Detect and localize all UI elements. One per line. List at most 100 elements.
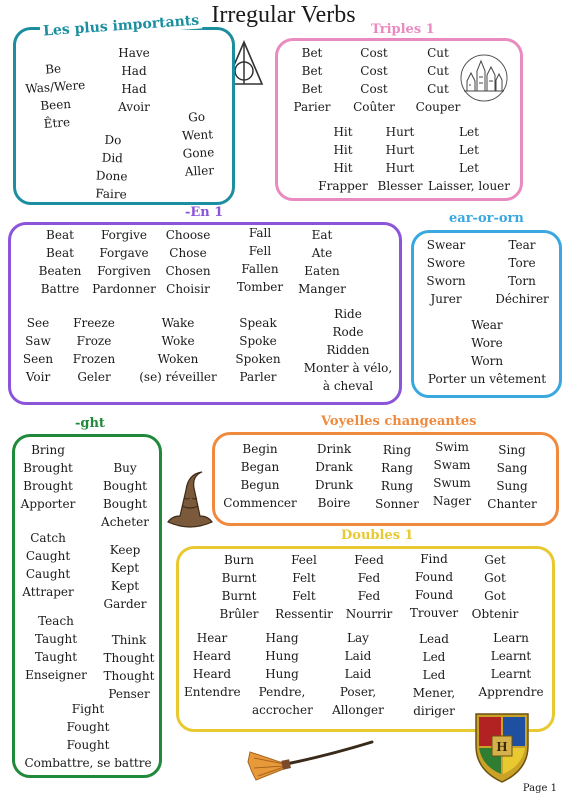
verb-form: Cost: [360, 46, 388, 60]
verb-form: Boire: [317, 496, 351, 510]
verb-form: Ride: [334, 307, 362, 321]
verb-form: Chosen: [165, 264, 211, 278]
verb-group: Find Found Found Trouver: [406, 550, 462, 622]
verb-form: Cost: [360, 64, 388, 78]
verb-form: Hit: [333, 125, 353, 139]
verb-form: Ridden: [326, 343, 370, 357]
verb-form: Rode: [332, 325, 364, 339]
verb-group: Lead Led Led Mener, diriger: [406, 630, 462, 720]
verb-group: Sing Sang Sung Chanter: [484, 441, 540, 513]
verb-form: Chose: [169, 246, 207, 260]
verb-group: Go Went Gone Aller: [170, 107, 226, 182]
verb-group: Speak Spoke Spoken Parler: [230, 314, 286, 386]
verb-form: Swam: [433, 458, 471, 472]
section-doubles: [176, 546, 555, 732]
verb-form: Learnt: [490, 649, 532, 663]
verb-form: Bring: [31, 443, 65, 457]
verb-form: Kept: [110, 579, 140, 593]
verb-form: Froze: [76, 334, 112, 348]
verb-form: Sang: [496, 461, 528, 475]
verb-form: Let: [459, 125, 479, 139]
verb-form: Cut: [427, 82, 449, 96]
verb-form: Teach: [38, 614, 74, 628]
verb-form: Spoke: [239, 334, 277, 348]
deathly-hallows-icon: [224, 39, 264, 85]
verb-form: Beaten: [38, 264, 82, 278]
verb-group: Learn Learnt Learnt Apprendre: [476, 629, 546, 701]
verb-group: Freeze Froze Frozen Geler: [68, 314, 120, 386]
verb-form: Swim: [435, 440, 469, 454]
verb-form: Had: [121, 64, 147, 78]
verb-group: Buy Bought Bought Acheter: [98, 459, 152, 531]
verb-form: Keep: [109, 543, 141, 557]
verb-form: Get: [484, 553, 506, 567]
verb-form: Seen: [22, 352, 54, 366]
verb-form: Cut: [427, 46, 449, 60]
verb-group: Do Did Done Faire: [85, 130, 139, 204]
verb-form: Commencer: [223, 496, 297, 510]
verb-form: Rang: [381, 461, 413, 475]
verb-form: Done: [95, 168, 128, 184]
verb-form: Buy: [113, 461, 137, 475]
verb-group: Keep Kept Kept Garder: [98, 541, 152, 613]
verb-group: Hang Hung Hung Pendre, accrocher: [252, 629, 313, 719]
verb-form: Porter un vêtement: [427, 372, 547, 386]
verb-form: Entendre: [184, 685, 241, 699]
verb-form: Swore: [426, 256, 466, 270]
verb-form: Avoir: [118, 100, 150, 114]
verb-form: Sworn: [426, 274, 466, 288]
verb-form: Swum: [433, 476, 471, 490]
verb-form: Fed: [357, 589, 381, 603]
verb-form: Ressentir: [275, 607, 333, 621]
verb-form: Choisir: [166, 282, 210, 296]
verb-group: Feed Fed Fed Nourrir: [342, 551, 396, 623]
verb-form: Fought: [66, 720, 110, 734]
verb-form: Drunk: [314, 478, 354, 492]
section-title: -ght: [72, 416, 108, 431]
verb-form: Saw: [25, 334, 51, 348]
verb-form: Sonner: [375, 497, 419, 511]
verb-form: Heard: [192, 649, 232, 663]
verb-group: Fall Fell Fallen Tomber: [234, 224, 286, 296]
verb-form: Got: [484, 571, 506, 585]
section-title: Doubles 1: [338, 528, 417, 543]
verb-form: Have: [118, 46, 150, 60]
verb-form: Feed: [354, 553, 384, 567]
verb-group: Lay Laid Laid Poser, Allonger: [330, 629, 386, 719]
verb-group: Be Was/Were Been Être: [24, 58, 87, 134]
verb-form: Rung: [380, 479, 414, 493]
verb-form: Let: [459, 143, 479, 157]
section-voyelles-changeantes: [212, 432, 559, 526]
verb-form: Ate: [311, 246, 333, 260]
verb-form: Voir: [25, 370, 51, 384]
page-number: Page 1: [522, 783, 557, 794]
verb-form: Spoken: [235, 352, 281, 366]
verb-group: Fight Fought Fought Combattre, se battre: [22, 700, 154, 772]
verb-form: Fight: [71, 702, 105, 716]
verb-form: Sung: [496, 479, 528, 493]
verb-form: Fallen: [241, 262, 279, 276]
verb-form: Nourrir: [345, 607, 393, 621]
verb-form: Chanter: [487, 497, 537, 511]
verb-form: Found: [414, 570, 454, 584]
verb-form: Caught: [25, 567, 71, 581]
verb-form: Begin: [242, 442, 278, 456]
verb-form: Wear: [471, 318, 503, 332]
verb-form: Taught: [34, 650, 78, 664]
verb-form: Learn: [493, 631, 529, 645]
verb-form: Poser,: [339, 685, 377, 699]
verb-form: Trouver: [409, 606, 459, 620]
verb-form: Fell: [248, 244, 272, 258]
verb-form: Caught: [25, 549, 71, 563]
page-title: Irregular Verbs: [211, 2, 356, 28]
verb-form: Wake: [161, 316, 195, 330]
verb-form: Think: [111, 633, 147, 647]
verb-group: Burn Burnt Burnt Brûler: [212, 551, 266, 623]
verb-group: Think Thought Thought Penser: [100, 631, 158, 703]
verb-form: Hear: [196, 631, 228, 645]
section-triples: [275, 38, 523, 201]
verb-form: Heard: [192, 667, 232, 681]
verb-form: Laisser, louer: [427, 179, 511, 193]
verb-group: Have Had Had Avoir: [108, 44, 160, 116]
verb-group: Wear Wore Worn Porter un vêtement: [416, 316, 558, 388]
